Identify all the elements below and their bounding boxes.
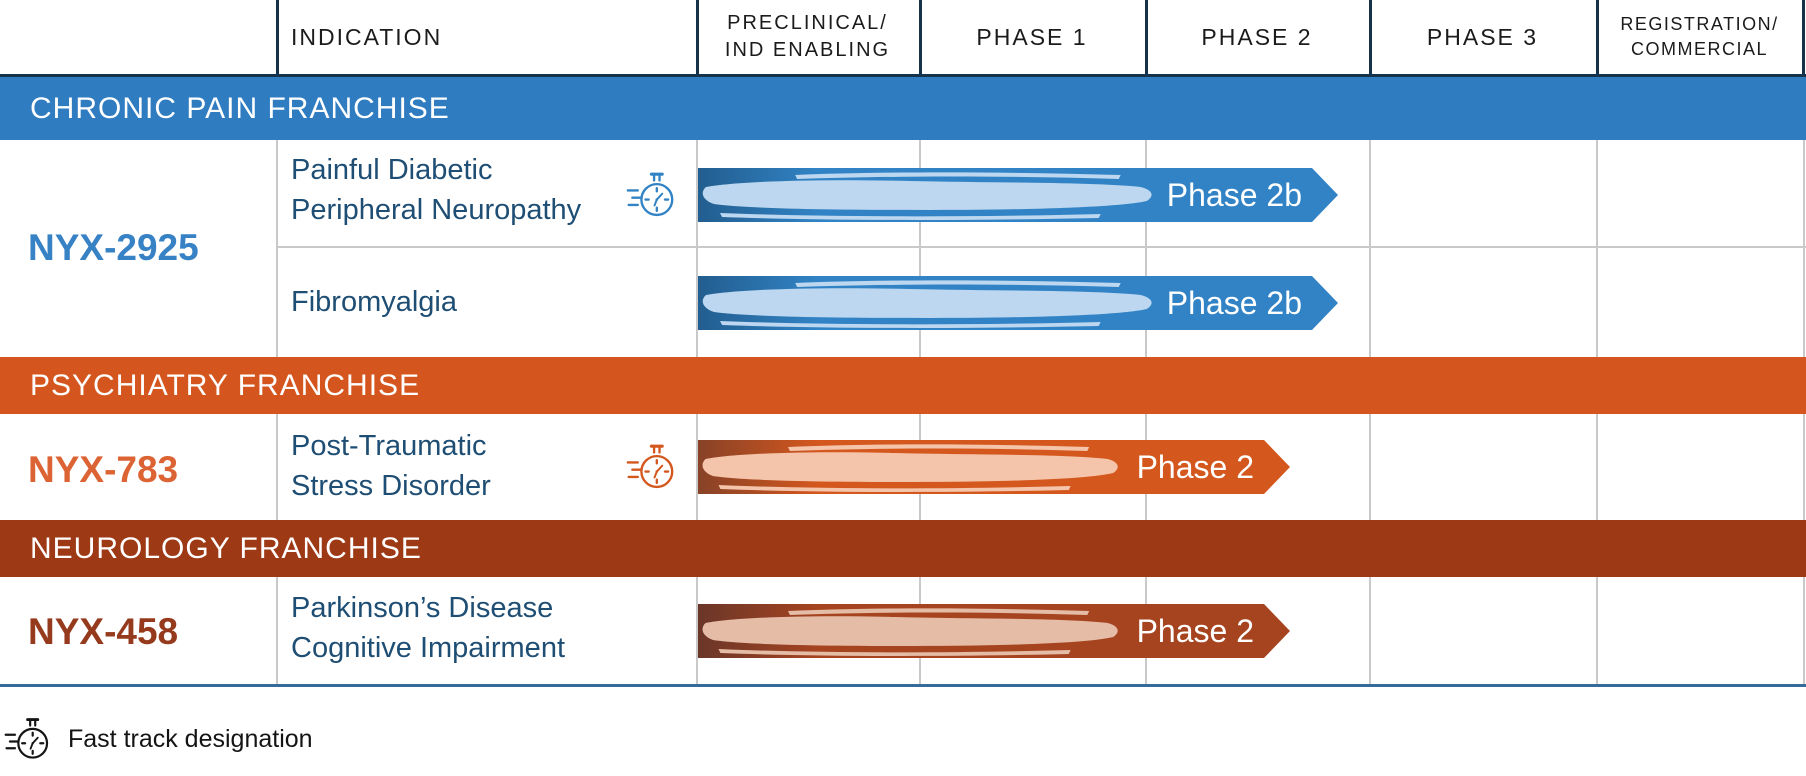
franchise-banner-psychiatry: PSYCHIATRY FRANCHISE <box>0 357 1806 414</box>
column-header-phase2: PHASE 2 <box>1201 23 1313 50</box>
brush-stroke <box>700 604 1126 658</box>
column-header-phase3: PHASE 3 <box>1426 23 1539 50</box>
header-bottom-rule <box>0 74 1806 77</box>
legend-label: Fast track designation <box>68 724 313 753</box>
header-column-divider <box>1369 0 1372 74</box>
header-column-divider <box>1596 0 1599 74</box>
fast-track-icon <box>626 444 674 489</box>
fast-track-icon <box>626 172 674 217</box>
drug-name-nyx-458: NYX-458 <box>28 611 179 652</box>
pipeline-bar-ptsd: Phase 2 <box>698 440 1290 494</box>
column-header-indication: INDICATION <box>291 23 443 50</box>
phase-reached-label: Phase 2 <box>1136 613 1254 649</box>
row-divider <box>276 246 1806 248</box>
header-column-divider <box>919 0 922 74</box>
header-column-divider <box>1802 0 1805 74</box>
phase-reached-label: Phase 2b <box>1166 285 1302 321</box>
header-column-divider <box>1145 0 1148 74</box>
franchise-banner-label: PSYCHIATRY FRANCHISE <box>30 368 421 402</box>
drug-name-nyx-783: NYX-783 <box>28 449 179 490</box>
franchise-banner-chronic-pain: CHRONIC PAIN FRANCHISE <box>0 77 1806 140</box>
pipeline-bar-parkinsons: Phase 2 <box>698 604 1290 658</box>
indication-label-pdpn: Painful Diabetic Peripheral Neuropathy <box>291 154 582 226</box>
fast-track-legend-icon <box>4 718 49 759</box>
pipeline-bar-pdpn: Phase 2b <box>698 168 1338 222</box>
phase-reached-label: Phase 2 <box>1136 449 1254 485</box>
column-header-registration: REGISTRATION/ COMMERCIAL <box>1620 14 1779 59</box>
brush-stroke <box>700 168 1161 222</box>
column-header-phase1: PHASE 1 <box>976 23 1088 50</box>
column-header-preclinical: PRECLINICAL/ IND ENABLING <box>724 12 891 61</box>
franchise-banner-label: CHRONIC PAIN FRANCHISE <box>30 91 450 125</box>
indication-label-parkinsons: Parkinson’s Disease Cognitive Impairment <box>291 592 565 664</box>
franchise-banner-neurology: NEUROLOGY FRANCHISE <box>0 520 1806 577</box>
drug-name-nyx-2925: NYX-2925 <box>28 227 199 268</box>
table-bottom-rule <box>0 684 1806 687</box>
phase-reached-label: Phase 2b <box>1166 177 1302 213</box>
header-column-divider <box>696 0 699 74</box>
brush-stroke <box>700 440 1126 494</box>
indication-label-fibromyalgia: Fibromyalgia <box>291 286 457 318</box>
pipeline-bar-fibromyalgia: Phase 2b <box>698 276 1338 330</box>
franchise-banner-label: NEUROLOGY FRANCHISE <box>30 531 422 565</box>
indication-label-ptsd: Post-Traumatic Stress Disorder <box>291 430 491 502</box>
legend: Fast track designation <box>4 712 313 766</box>
header-column-divider <box>276 0 279 74</box>
brush-stroke <box>700 276 1161 330</box>
